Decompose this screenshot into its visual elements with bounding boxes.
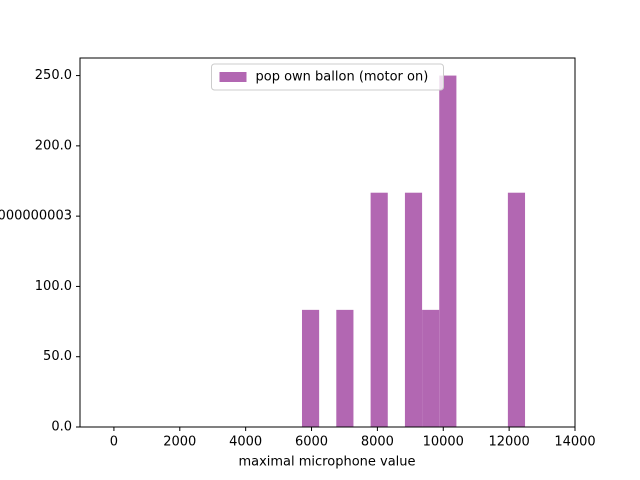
x-tick-label: 8000 [361,435,394,450]
y-tick-label: 100.0 [35,279,72,294]
y-tick-label: 0.0 [51,420,72,435]
bar [422,309,440,427]
legend-swatch [219,72,247,82]
bar [439,75,457,428]
bar [336,309,354,427]
x-axis-label: maximal microphone value [238,455,415,470]
legend-box [211,63,444,91]
legend-label: pop own ballon (motor on) [256,70,429,85]
x-tick-label: 2000 [163,435,196,450]
bar [507,192,526,427]
x-tick-label: 6000 [295,435,328,450]
bar [301,309,320,427]
axes-frame [79,57,576,428]
bar [370,192,388,427]
x-tick-label: 10000 [423,435,464,450]
x-tick-label: 14000 [554,435,595,450]
y-tick-label: 200.0 [35,138,72,153]
y-tick-label: 150.00000000000003 [0,209,72,224]
y-tick-label: 50.0 [43,349,72,364]
x-tick-label: 0 [110,435,118,450]
y-tick-label: 250.0 [35,68,72,83]
x-tick-label: 4000 [229,435,262,450]
x-tick-label: 12000 [488,435,529,450]
bar [404,192,423,427]
